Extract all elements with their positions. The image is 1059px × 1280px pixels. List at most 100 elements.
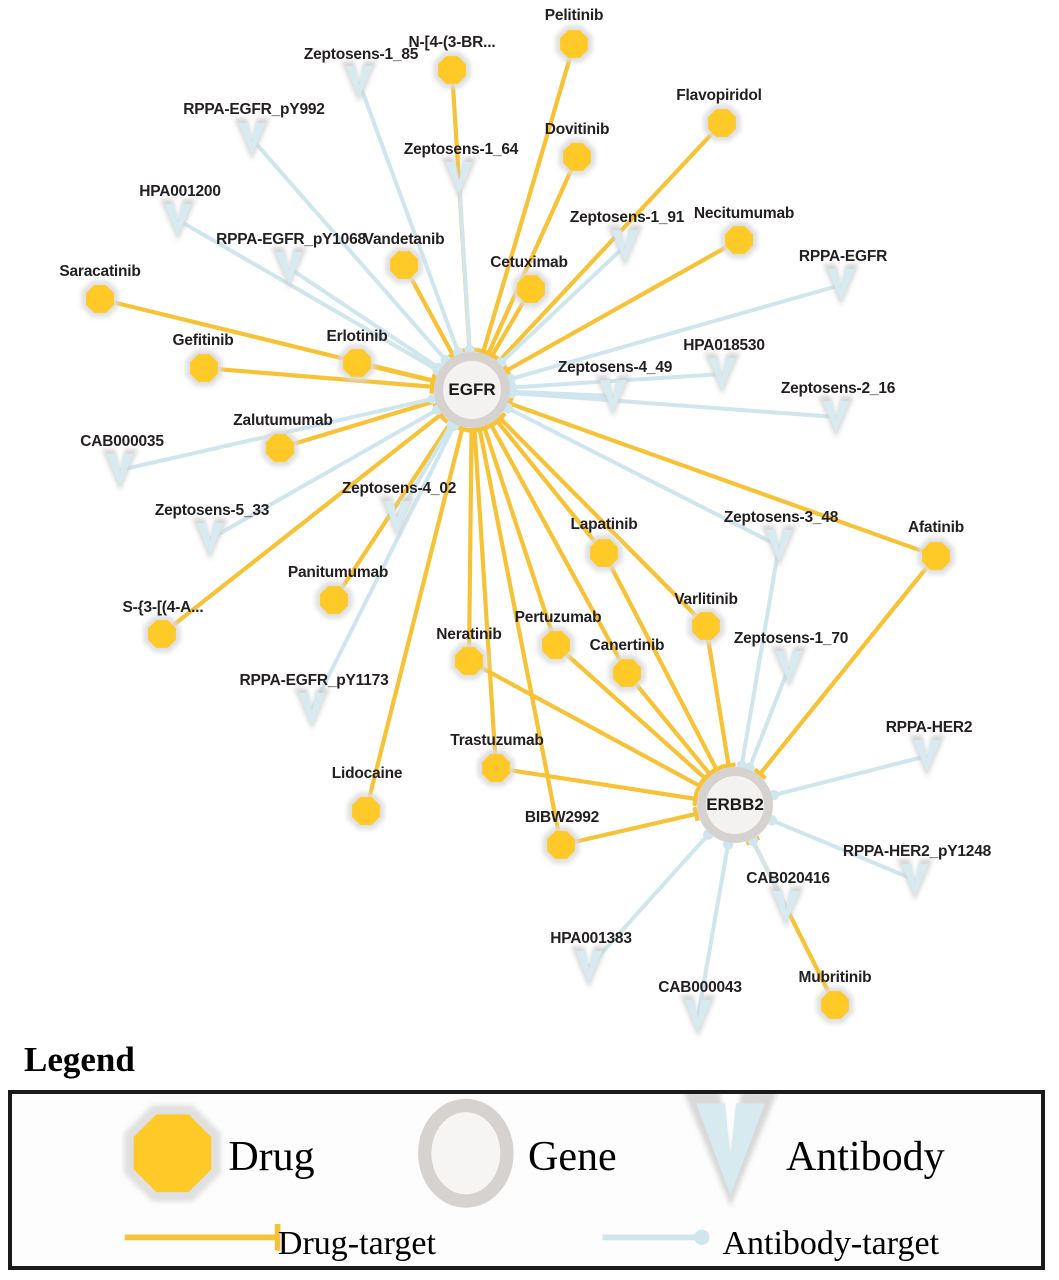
antibody-glyph — [298, 693, 326, 725]
drug-node[interactable] — [338, 344, 376, 382]
antibody-target-edge — [287, 266, 440, 370]
drug-node[interactable] — [347, 792, 385, 830]
drug-target-edge — [508, 401, 937, 558]
nodes-layer — [81, 25, 955, 1037]
antibody-node[interactable] — [897, 859, 933, 901]
drug-node[interactable] — [315, 581, 353, 619]
drug-target-edge — [489, 424, 629, 675]
drug-edge-terminus — [472, 425, 487, 433]
antibody-node[interactable] — [771, 646, 807, 688]
antibody-node[interactable] — [234, 118, 270, 160]
antibody-target-edge — [511, 390, 837, 419]
antibody-node[interactable] — [341, 61, 377, 103]
drug-glyph — [266, 434, 294, 462]
drug-target-edge — [758, 554, 938, 776]
drug-node[interactable] — [433, 51, 471, 89]
antibody-node[interactable] — [680, 995, 716, 1037]
antibody-node[interactable] — [271, 247, 307, 289]
antibody-glyph — [827, 269, 855, 301]
drug-target-edge — [486, 156, 579, 355]
gene-node-label: ERBB2 — [706, 795, 764, 814]
drug-node[interactable] — [261, 429, 299, 467]
antibody-target-edge — [506, 406, 780, 548]
antibody-node[interactable] — [704, 353, 740, 395]
drug-node[interactable] — [512, 270, 550, 308]
legend-canvas — [123, 1092, 778, 1251]
drug-node[interactable] — [816, 986, 854, 1024]
drug-glyph — [482, 754, 510, 782]
drug-node[interactable] — [687, 607, 725, 645]
antibody-target-edge — [587, 833, 710, 969]
drug-edge-terminus — [721, 762, 736, 769]
gene-node[interactable] — [697, 767, 773, 843]
legend-label-drug-target: Drug-target — [277, 1224, 436, 1262]
antibody-node[interactable] — [823, 264, 859, 306]
legend-title: Legend — [24, 1040, 135, 1079]
drug-node[interactable] — [542, 826, 580, 864]
drug-node[interactable] — [558, 138, 596, 176]
drug-edge-terminus — [694, 778, 706, 794]
antibody-target-edge — [739, 545, 781, 766]
antibody-node[interactable] — [571, 946, 607, 988]
antibody-node[interactable] — [160, 199, 196, 241]
legend-shapes — [123, 1092, 778, 1251]
antibody-target-edge — [696, 844, 731, 1017]
drug-node[interactable] — [555, 25, 593, 63]
antibody-target-edge — [509, 283, 842, 381]
drug-node[interactable] — [585, 534, 623, 572]
legend-box: Drug Gene Antibody Drug-target Antibody-targ… — [8, 1090, 1045, 1270]
antibody-node[interactable] — [379, 496, 415, 538]
antibody-node[interactable] — [761, 525, 797, 567]
drug-node[interactable] — [720, 221, 758, 259]
antibody-node[interactable] — [294, 688, 330, 730]
drug-glyph — [517, 275, 545, 303]
drug-glyph — [438, 56, 466, 84]
legend-label-antibody-target: Antibody-target — [722, 1224, 940, 1262]
drug-node[interactable] — [537, 626, 575, 664]
drug-node[interactable] — [450, 642, 488, 680]
drug-node[interactable] — [385, 246, 423, 284]
antibody-node[interactable] — [192, 518, 228, 560]
drug-target-edge — [279, 399, 435, 451]
drug-node[interactable] — [608, 654, 646, 692]
gene-node-label: EGFR — [448, 380, 496, 399]
antibody-glyph — [913, 740, 941, 772]
antibody-glyph — [383, 501, 411, 533]
drug-target-edge — [363, 428, 465, 812]
drug-node[interactable] — [703, 104, 741, 142]
drug-node[interactable] — [477, 749, 515, 787]
antibody-target-edge — [457, 177, 472, 351]
antibody-glyph — [775, 651, 803, 683]
drug-node[interactable] — [81, 280, 119, 318]
drug-target-edge — [466, 429, 474, 662]
antibody-target-edge — [357, 81, 461, 354]
drug-target-edge — [498, 416, 708, 628]
drug-target-edge — [477, 428, 564, 846]
drug-glyph — [148, 620, 176, 648]
drug-node[interactable] — [917, 537, 955, 575]
antibody-node[interactable] — [818, 396, 854, 438]
antibody-target-edge — [747, 666, 791, 769]
antibody-target-edge — [209, 408, 439, 541]
legend-drug-glyph — [133, 1114, 212, 1193]
antibody-node[interactable] — [607, 225, 643, 267]
antibody-node[interactable] — [768, 886, 804, 928]
drug-node[interactable] — [185, 349, 223, 387]
antibody-node[interactable] — [909, 735, 945, 777]
antibody-node[interactable] — [441, 157, 477, 199]
legend-label-drug: Drug — [228, 1133, 315, 1180]
legend-gene-inner-disc — [431, 1112, 501, 1195]
drug-target-edge — [497, 121, 724, 363]
drug-node[interactable] — [143, 615, 181, 653]
antibody-glyph — [196, 523, 224, 555]
antibody-glyph — [901, 864, 929, 896]
drug-edge-terminus — [692, 791, 699, 807]
gene-node[interactable] — [434, 352, 510, 428]
drug-edge-terminus — [484, 419, 499, 431]
antibody-node[interactable] — [102, 449, 138, 491]
drug-edge-terminus — [753, 767, 767, 780]
edges-layer — [99, 43, 938, 1017]
drug-glyph — [542, 631, 570, 659]
drug-glyph — [86, 285, 114, 313]
antibody-node[interactable] — [595, 375, 631, 417]
